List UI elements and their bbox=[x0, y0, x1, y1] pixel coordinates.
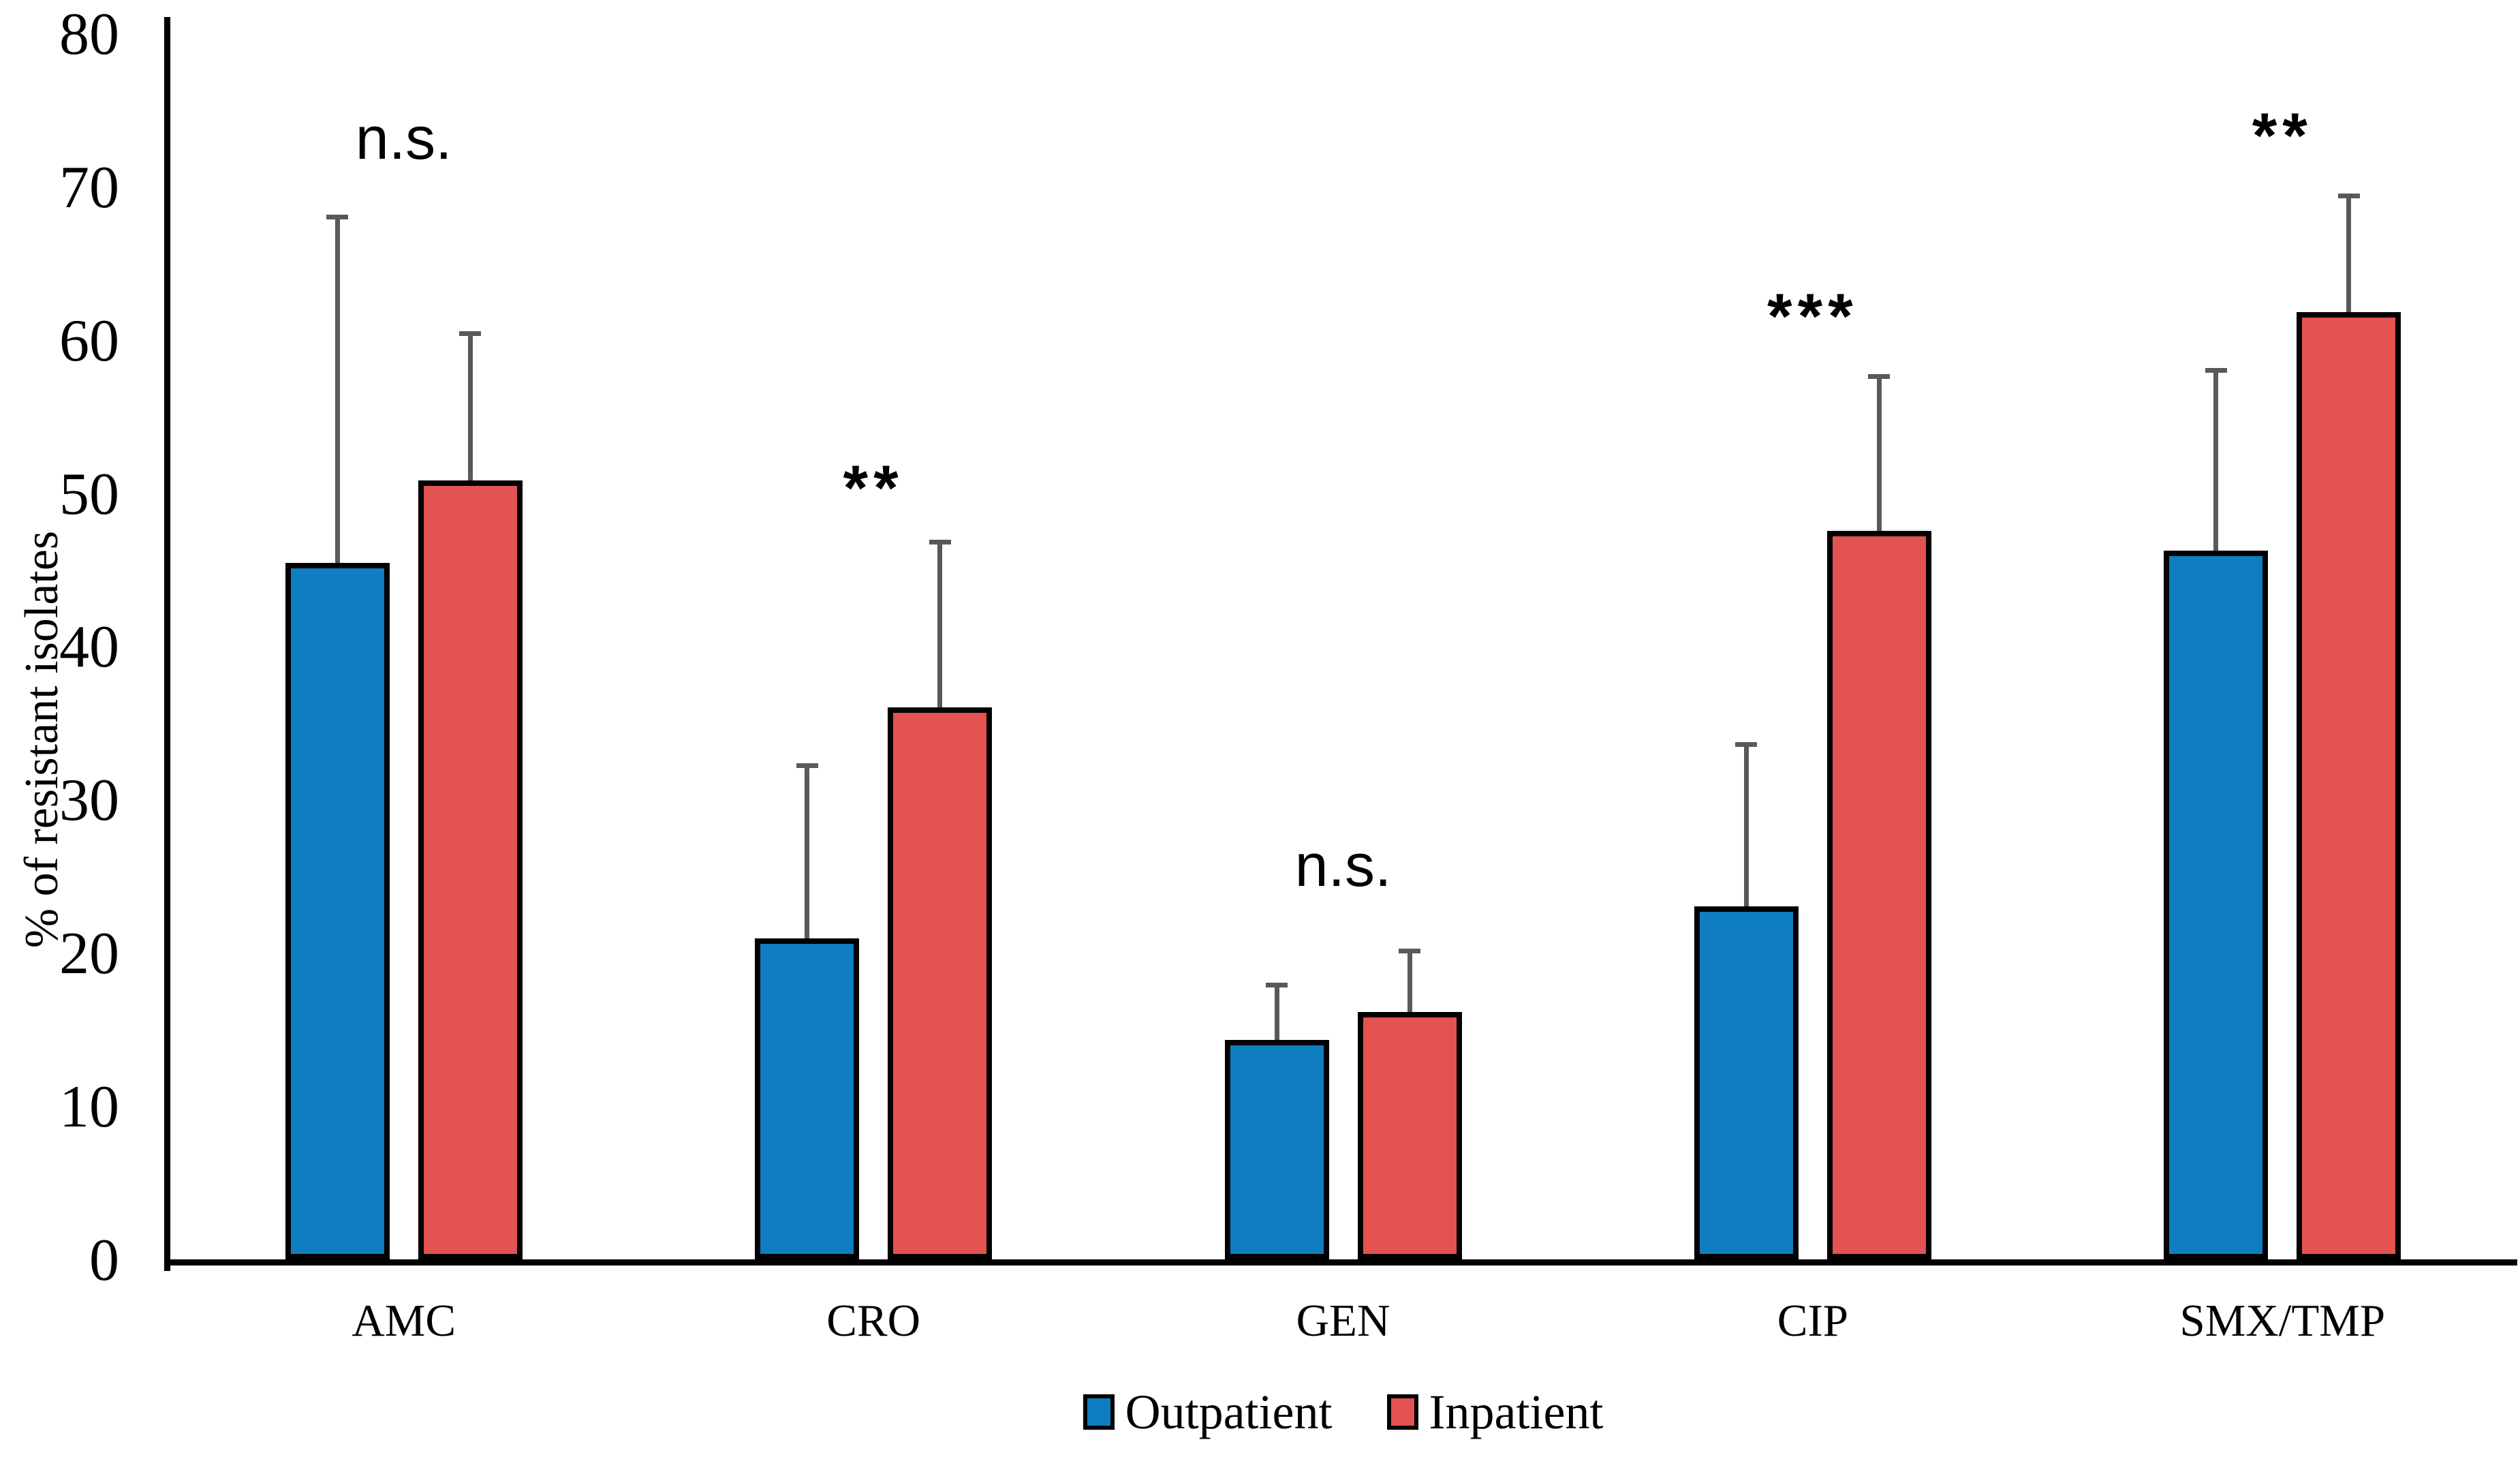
error-bar-line-outpatient-smx-tmp bbox=[2213, 370, 2219, 558]
error-bar-cap-inpatient-amc bbox=[459, 331, 482, 337]
error-bar-cap-outpatient-amc bbox=[326, 215, 349, 220]
error-bar-line-inpatient-cip bbox=[1876, 376, 1882, 538]
category-label-cro: CRO bbox=[826, 1295, 920, 1346]
significance-label-gen: n.s. bbox=[1294, 831, 1392, 899]
y-axis-line bbox=[164, 17, 170, 1271]
error-bar-cap-inpatient-cro bbox=[929, 539, 951, 545]
error-bar-cap-outpatient-smx-tmp bbox=[2205, 368, 2227, 373]
error-bar-line-inpatient-cro bbox=[937, 541, 943, 714]
legend-label-outpatient: Outpatient bbox=[1125, 1385, 1333, 1439]
y-tick-label-40: 40 bbox=[59, 614, 119, 681]
category-label-gen: GEN bbox=[1296, 1295, 1390, 1346]
legend-swatch-inpatient bbox=[1386, 1394, 1418, 1430]
significance-label-amc: n.s. bbox=[355, 104, 452, 172]
error-bar-line-outpatient-amc bbox=[335, 217, 340, 570]
y-tick-label-60: 60 bbox=[59, 307, 119, 374]
bar-inpatient-cro bbox=[888, 707, 993, 1259]
error-bar-line-inpatient-smx-tmp bbox=[2346, 195, 2352, 319]
bar-outpatient-cip bbox=[1694, 906, 1799, 1259]
x-axis-line bbox=[164, 1259, 2517, 1266]
y-tick-label-50: 50 bbox=[59, 461, 119, 527]
legend-item-outpatient: Outpatient bbox=[1083, 1387, 1333, 1437]
category-label-amc: AMC bbox=[352, 1295, 456, 1346]
y-tick-label-80: 80 bbox=[59, 1, 119, 68]
error-bar-line-inpatient-amc bbox=[467, 333, 473, 487]
legend-item-inpatient: Inpatient bbox=[1386, 1385, 1604, 1439]
error-bar-cap-outpatient-gen bbox=[1266, 982, 1288, 987]
y-axis-title: % of resistant isolates bbox=[16, 530, 68, 949]
bar-inpatient-amc bbox=[418, 480, 523, 1259]
error-bar-line-inpatient-gen bbox=[1407, 951, 1412, 1019]
y-tick-label-10: 10 bbox=[59, 1074, 119, 1141]
error-bar-line-outpatient-cip bbox=[1743, 743, 1749, 914]
y-tick-label-0: 0 bbox=[89, 1227, 119, 1294]
y-tick-label-70: 70 bbox=[59, 154, 119, 221]
error-bar-cap-outpatient-cip bbox=[1735, 741, 1758, 747]
significance-label-cro: ** bbox=[843, 452, 904, 524]
category-label-smx-tmp: SMX/TMP bbox=[2179, 1295, 2386, 1346]
legend-label-inpatient: Inpatient bbox=[1429, 1385, 1604, 1439]
error-bar-line-outpatient-gen bbox=[1274, 984, 1279, 1047]
bar-outpatient-cro bbox=[755, 938, 860, 1259]
error-bar-cap-outpatient-cro bbox=[796, 763, 818, 769]
bar-inpatient-cip bbox=[1826, 531, 1931, 1259]
bar-inpatient-smx-tmp bbox=[2297, 311, 2401, 1259]
significance-label-cip: *** bbox=[1767, 280, 1858, 352]
legend: Outpatient Inpatient bbox=[169, 1378, 2517, 1446]
category-label-cip: CIP bbox=[1777, 1295, 1849, 1346]
y-tick-label-20: 20 bbox=[59, 921, 119, 987]
error-bar-cap-inpatient-smx-tmp bbox=[2337, 193, 2360, 198]
significance-label-smx-tmp: ** bbox=[2252, 99, 2313, 171]
error-bar-cap-inpatient-cip bbox=[1868, 374, 1891, 380]
y-tick-label-30: 30 bbox=[59, 767, 119, 834]
error-bar-line-outpatient-cro bbox=[805, 765, 810, 946]
legend-swatch-outpatient bbox=[1083, 1394, 1115, 1430]
bar-inpatient-gen bbox=[1357, 1012, 1462, 1259]
bar-outpatient-gen bbox=[1224, 1039, 1329, 1259]
error-bar-cap-inpatient-gen bbox=[1399, 949, 1420, 954]
bar-outpatient-amc bbox=[285, 563, 390, 1259]
bar-outpatient-smx-tmp bbox=[2164, 551, 2269, 1259]
